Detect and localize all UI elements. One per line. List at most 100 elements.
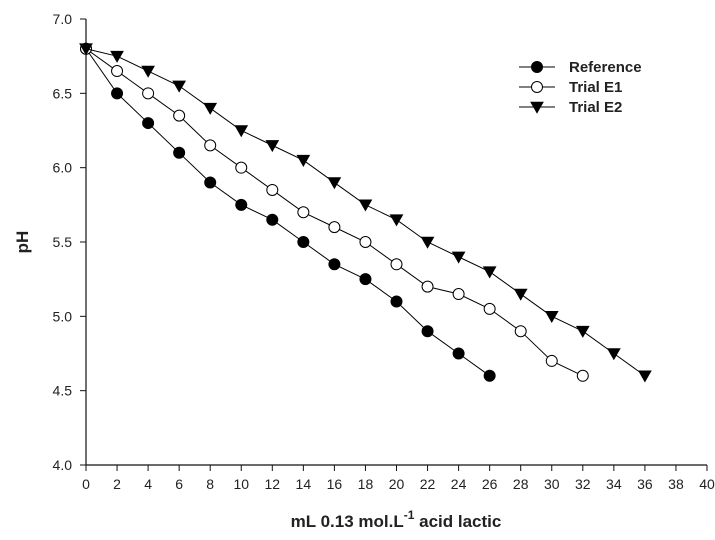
legend-label: Trial E1 xyxy=(569,79,622,96)
data-point-trial-e1 xyxy=(204,139,217,152)
data-point-trial-e2 xyxy=(296,154,311,167)
x-axis-title-tail: acid lactic xyxy=(414,512,501,531)
x-tick-label: 38 xyxy=(668,476,684,492)
x-tick-label: 28 xyxy=(513,476,529,492)
x-tick-label: 40 xyxy=(699,476,715,492)
legend-marker xyxy=(531,61,543,73)
y-tick-label: 5.0 xyxy=(53,308,73,324)
series-trial-e2 xyxy=(79,43,652,383)
legend-marker xyxy=(531,81,543,93)
data-point-reference xyxy=(173,146,186,159)
y-tick-label: 6.0 xyxy=(53,160,73,176)
x-tick-label: 32 xyxy=(575,476,591,492)
data-point-trial-e2 xyxy=(451,251,466,264)
legend: Reference Trial E1 Trial E2 xyxy=(519,59,642,116)
x-tick-label: 8 xyxy=(206,476,214,492)
data-point-reference xyxy=(235,198,248,211)
x-tick-label: 2 xyxy=(113,476,121,492)
data-point-trial-e2 xyxy=(544,311,559,324)
legend-item-trial-e1: Trial E1 xyxy=(519,79,622,96)
data-point-reference xyxy=(452,347,465,360)
legend-label: Reference xyxy=(569,59,642,76)
y-tick-label: 6.5 xyxy=(53,85,73,101)
x-tick-label: 4 xyxy=(144,476,152,492)
series-line-reference xyxy=(85,48,490,377)
series-line-trial-e1 xyxy=(85,48,584,377)
data-point-trial-e2 xyxy=(638,370,652,383)
data-point-trial-e1 xyxy=(359,236,372,248)
data-point-reference xyxy=(421,325,434,338)
x-tick-label: 20 xyxy=(389,476,405,492)
data-point-trial-e2 xyxy=(79,43,93,56)
legend-item-reference: Reference xyxy=(519,59,642,76)
data-point-trial-e1 xyxy=(545,354,558,367)
data-point-reference xyxy=(390,295,403,308)
data-point-trial-e1 xyxy=(483,302,496,315)
data-point-reference xyxy=(266,213,279,226)
data-point-trial-e1 xyxy=(452,288,465,301)
x-tick-label: 10 xyxy=(233,476,249,492)
x-tick-label: 24 xyxy=(451,476,467,492)
data-point-trial-e2 xyxy=(172,80,187,93)
data-point-trial-e2 xyxy=(513,288,528,301)
data-point-trial-e2 xyxy=(389,214,404,227)
data-point-trial-e1 xyxy=(142,87,155,100)
data-point-trial-e1 xyxy=(421,280,434,293)
x-tick-label: 6 xyxy=(175,476,183,492)
x-axis-title-superscript: -1 xyxy=(404,508,415,522)
data-point-trial-e1 xyxy=(576,369,589,382)
data-point-trial-e2 xyxy=(358,199,373,212)
series-reference xyxy=(80,42,496,382)
data-point-reference xyxy=(359,273,372,286)
legend-label: Trial E2 xyxy=(569,99,622,116)
data-point-trial-e2 xyxy=(234,125,249,138)
series-layer xyxy=(79,42,652,383)
y-tick-label: 4.5 xyxy=(53,383,73,399)
data-point-trial-e2 xyxy=(265,140,280,153)
data-point-trial-e1 xyxy=(173,109,186,122)
data-point-trial-e1 xyxy=(266,183,279,196)
x-tick-label: 16 xyxy=(327,476,343,492)
series-trial-e1 xyxy=(80,42,589,382)
x-tick-label: 34 xyxy=(606,476,622,492)
data-point-trial-e2 xyxy=(420,236,435,249)
x-tick-label: 18 xyxy=(358,476,374,492)
data-point-trial-e1 xyxy=(235,161,248,174)
y-axis-title: pH xyxy=(13,231,32,254)
data-point-trial-e2 xyxy=(575,325,590,338)
data-point-reference xyxy=(204,176,217,189)
x-tick-label: 14 xyxy=(296,476,312,492)
data-point-trial-e1 xyxy=(328,221,341,234)
data-point-trial-e1 xyxy=(514,325,527,338)
data-point-trial-e2 xyxy=(110,50,124,63)
x-tick-label: 36 xyxy=(637,476,653,492)
y-tick-label: 4.0 xyxy=(53,457,73,473)
legend-marker xyxy=(530,101,544,114)
data-point-trial-e1 xyxy=(297,206,310,219)
data-point-trial-e1 xyxy=(390,258,403,271)
data-point-trial-e2 xyxy=(203,102,218,115)
data-point-reference xyxy=(483,369,496,382)
y-tick-label: 7.0 xyxy=(53,11,73,27)
x-axis-ticks: 0 2 4 6 8 10 12 14 16 18 20 22 24 26 28 30 32 34 36 38 40 xyxy=(82,465,715,492)
data-point-reference xyxy=(328,258,341,271)
x-tick-label: 30 xyxy=(544,476,560,492)
x-tick-label: 26 xyxy=(482,476,498,492)
x-axis-title: mL 0.13 mol.L-1 acid lactic xyxy=(291,508,502,531)
data-point-trial-e2 xyxy=(482,266,497,279)
y-tick-label: 5.5 xyxy=(53,234,73,250)
data-point-reference xyxy=(142,117,155,130)
data-point-trial-e2 xyxy=(141,65,155,78)
x-tick-label: 22 xyxy=(420,476,436,492)
data-point-reference xyxy=(111,87,124,100)
series-line-trial-e2 xyxy=(85,48,646,377)
x-tick-label: 0 xyxy=(82,476,90,492)
legend-item-trial-e2: Trial E2 xyxy=(519,99,622,116)
data-point-trial-e2 xyxy=(327,177,342,190)
y-axis-ticks: 4.0 4.5 5.0 5.5 6.0 6.5 7.0 xyxy=(53,11,86,473)
x-tick-label: 12 xyxy=(265,476,281,492)
data-point-trial-e1 xyxy=(111,65,124,78)
data-point-reference xyxy=(297,236,310,248)
data-point-trial-e2 xyxy=(606,348,621,361)
